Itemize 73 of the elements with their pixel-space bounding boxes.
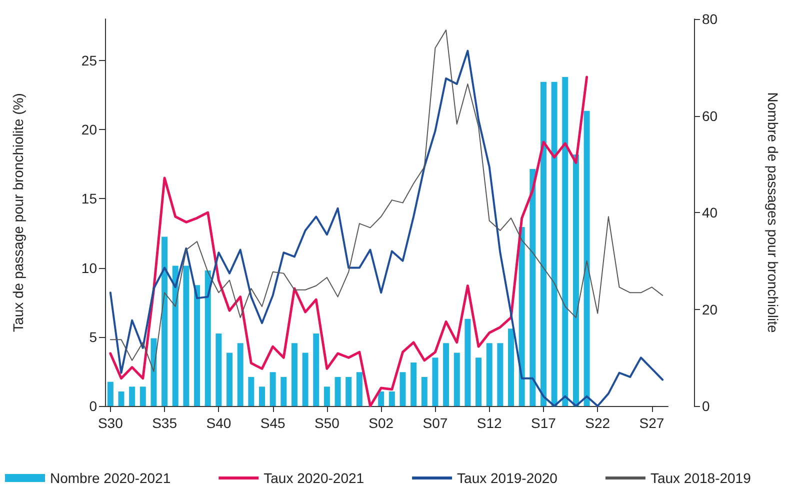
- bar: [476, 358, 482, 406]
- bar: [258, 386, 265, 406]
- x-tick-label: S17: [531, 415, 556, 431]
- bar: [172, 266, 178, 406]
- bar: [226, 352, 233, 406]
- bar: [302, 352, 308, 406]
- bar: [162, 236, 168, 406]
- bar: [518, 227, 525, 406]
- bar: [454, 352, 460, 406]
- x-tick-label: S40: [206, 415, 232, 431]
- y-tick-label: 10: [81, 260, 98, 276]
- bar: [584, 110, 590, 406]
- bar: [291, 343, 298, 406]
- bar: [129, 386, 136, 406]
- y2-tick-label: 40: [702, 204, 718, 220]
- bar: [562, 77, 568, 406]
- y2-tick-label: 60: [702, 108, 718, 124]
- x-tick-label: S12: [476, 415, 502, 431]
- bar: [313, 333, 320, 406]
- bar: [334, 376, 341, 406]
- y2-tick-label: 20: [702, 301, 718, 318]
- bar: [378, 391, 384, 406]
- bar: [540, 82, 546, 406]
- y-tick-label: 25: [81, 52, 98, 68]
- y2-axis-title: Nombre de passages pour bronchiolite: [765, 92, 781, 333]
- bar: [237, 343, 244, 406]
- bar: [421, 376, 428, 406]
- bar: [140, 386, 146, 406]
- bar: [183, 266, 190, 406]
- x-tick-label: S50: [314, 415, 340, 431]
- line-series: [109, 76, 588, 408]
- bar: [572, 154, 579, 406]
- x-tick-label: S35: [152, 415, 178, 431]
- bar: [324, 386, 330, 406]
- bar: [280, 376, 287, 406]
- bar: [270, 372, 276, 406]
- y-tick-label: 20: [81, 122, 98, 138]
- bar: [356, 372, 362, 406]
- x-tick-label: S27: [639, 415, 664, 431]
- legend-label: Taux 2020-2021: [264, 470, 364, 486]
- x-tick-label: S22: [585, 415, 610, 431]
- x-tick-label: S45: [260, 415, 286, 431]
- y-tick-label: 15: [81, 190, 98, 207]
- bar: [530, 168, 536, 406]
- bar: [443, 343, 450, 406]
- bar: [248, 376, 254, 406]
- y2-tick-label: 0: [702, 398, 710, 414]
- bar: [486, 343, 492, 406]
- bar: [346, 376, 352, 406]
- x-tick-label: S30: [98, 415, 124, 431]
- legend-label: Taux 2019-2020: [457, 470, 558, 486]
- bar: [464, 318, 471, 406]
- bar: [216, 333, 222, 406]
- legend-label: Nombre 2020-2021: [50, 470, 171, 486]
- legend-label: Taux 2018-2019: [650, 470, 752, 486]
- bar: [508, 328, 514, 406]
- y2-tick-label: 80: [702, 11, 718, 27]
- y-tick-label: 5: [89, 328, 98, 345]
- bar: [551, 82, 558, 406]
- bar: [194, 285, 200, 406]
- bar: [497, 343, 504, 406]
- bar: [400, 372, 406, 406]
- x-tick-label: S07: [422, 415, 448, 431]
- y-axis-title: Taux de passage pour bronchiolite (%): [10, 93, 26, 332]
- bar: [432, 358, 438, 406]
- bar: [388, 391, 395, 406]
- bar: [150, 338, 157, 406]
- bar: [204, 270, 211, 406]
- bar: [107, 382, 114, 406]
- y-tick-label: 0: [89, 398, 98, 414]
- x-tick-label: S02: [368, 415, 394, 431]
- bar: [118, 391, 124, 406]
- bar: [410, 362, 417, 406]
